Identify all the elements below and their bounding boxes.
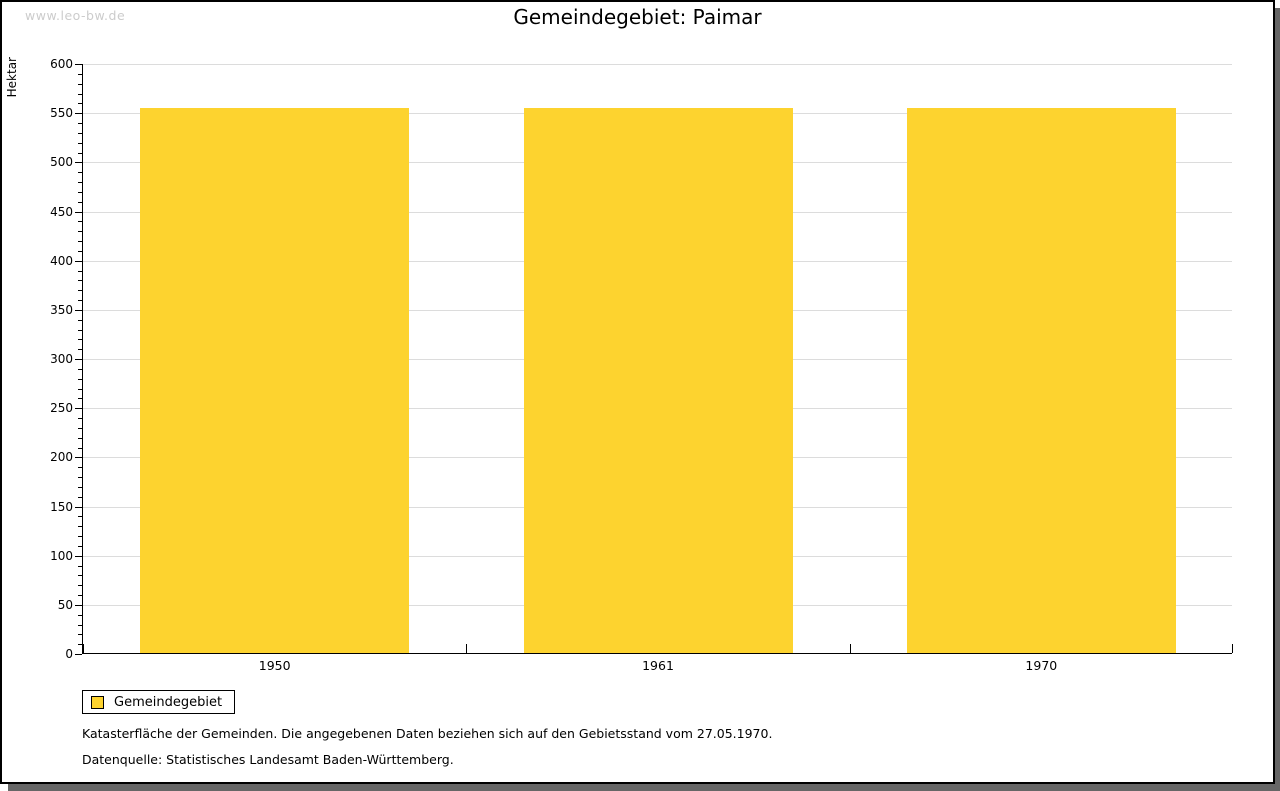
y-axis-major-tick <box>75 260 82 262</box>
y-axis-minor-tick <box>78 447 82 449</box>
y-axis-minor-tick <box>78 526 82 528</box>
y-axis-minor-tick <box>78 132 82 134</box>
y-axis-minor-tick <box>78 182 82 183</box>
x-axis-tick <box>849 644 851 653</box>
y-axis-minor-tick <box>78 201 82 203</box>
y-axis-minor-tick <box>78 172 82 174</box>
y-axis-minor-tick <box>78 221 82 223</box>
x-axis-category-label: 1961 <box>642 658 674 673</box>
y-axis-minor-tick <box>78 486 82 488</box>
y-axis-minor-tick <box>78 624 82 626</box>
y-axis-minor-tick <box>78 595 82 596</box>
y-axis-minor-tick <box>78 614 82 616</box>
y-axis-minor-tick <box>78 290 82 292</box>
y-axis-tick-label: 350 <box>50 302 73 317</box>
y-axis-minor-tick <box>78 467 82 469</box>
y-axis-major-tick <box>75 359 82 360</box>
y-axis-minor-tick <box>78 398 82 400</box>
y-axis-tick-label: 50 <box>57 597 73 612</box>
y-axis-minor-tick <box>78 319 82 321</box>
y-axis-tick-label: 450 <box>50 204 73 219</box>
y-axis-title: Hektar <box>5 57 19 98</box>
y-axis-minor-tick <box>78 378 82 380</box>
legend[interactable]: Gemeindegebiet <box>82 690 236 714</box>
bar[interactable] <box>140 108 410 653</box>
y-axis-minor-tick <box>78 644 82 646</box>
y-axis-minor-tick <box>78 349 82 351</box>
gridline <box>83 64 1232 65</box>
y-axis-minor-tick <box>78 368 82 370</box>
window-shadow-bottom <box>8 784 1280 791</box>
y-axis-tick-label: 250 <box>50 401 73 416</box>
y-axis-minor-tick <box>78 339 82 341</box>
y-axis-minor-tick <box>78 575 82 577</box>
window-shadow-right <box>1275 8 1280 791</box>
y-axis-minor-tick <box>78 73 82 75</box>
bar[interactable] <box>906 108 1176 653</box>
y-axis-minor-tick <box>78 191 82 193</box>
y-axis-tick-label: 400 <box>50 253 73 268</box>
y-axis-major-tick <box>75 408 82 410</box>
y-axis-major-tick <box>75 162 82 164</box>
y-axis-minor-tick <box>78 103 82 105</box>
y-axis-minor-tick <box>78 388 82 390</box>
y-axis-major-tick <box>75 654 82 655</box>
y-axis-tick-label: 150 <box>50 499 73 514</box>
chart-title: Gemeindegebiet: Paimar <box>513 5 762 29</box>
y-axis-minor-tick <box>78 545 82 547</box>
y-axis-tick-label: 550 <box>50 106 73 121</box>
x-axis-tick <box>83 644 84 653</box>
y-axis-major-tick <box>75 113 82 115</box>
y-axis-major-tick <box>75 555 82 557</box>
y-axis-minor-tick <box>78 496 82 498</box>
y-axis-minor-tick <box>78 280 82 282</box>
y-axis-tick-label: 500 <box>50 155 73 170</box>
y-axis-major-tick <box>75 64 82 65</box>
y-axis-minor-tick <box>78 142 82 144</box>
x-axis-category-label: 1950 <box>258 658 291 673</box>
y-axis-minor-tick <box>78 270 82 272</box>
bar[interactable] <box>523 108 793 653</box>
y-axis-minor-tick <box>78 250 82 252</box>
y-axis-minor-tick <box>78 300 82 301</box>
plot-area: 0 50 100 150 200 250 300 350 400 450 500 550 600 1950… <box>50 57 1233 673</box>
y-axis-minor-tick <box>78 418 82 419</box>
y-axis-minor-tick <box>78 437 82 439</box>
legend-swatch-icon <box>91 695 104 709</box>
y-axis-tick-label: 300 <box>50 352 73 366</box>
y-axis-minor-tick <box>78 634 82 636</box>
y-axis-minor-tick <box>78 565 82 567</box>
y-axis-major-tick <box>75 211 82 213</box>
y-axis-minor-tick <box>78 231 82 233</box>
y-axis-minor-tick <box>78 152 82 154</box>
y-axis-minor-tick <box>78 329 82 331</box>
y-axis-minor-tick <box>78 585 82 587</box>
x-axis-tick <box>466 644 468 653</box>
watermark: www.leo-bw.de <box>25 8 126 23</box>
y-axis-major-tick <box>75 604 82 606</box>
footnote-source: Datenquelle: Statistisches Landesamt Bad… <box>82 752 454 767</box>
y-axis-tick-label: 200 <box>50 450 73 465</box>
y-axis-major-tick <box>75 309 82 311</box>
y-axis-minor-tick <box>78 123 82 124</box>
y-axis-minor-tick <box>78 427 82 429</box>
y-axis-tick-label: 600 <box>50 57 73 71</box>
y-axis-major-tick <box>75 457 82 459</box>
x-axis-tick <box>1232 644 1233 653</box>
y-axis-tick-label: 0 <box>65 647 73 661</box>
y-axis-minor-tick <box>78 536 82 537</box>
y-axis-minor-tick <box>78 516 82 518</box>
y-axis-minor-tick <box>78 93 82 95</box>
legend-label: Gemeindegebiet <box>114 694 223 710</box>
y-axis-minor-tick <box>78 83 82 85</box>
footnote-description: Katasterfläche der Gemeinden. Die angege… <box>82 726 773 741</box>
y-axis-tick-label: 100 <box>50 548 73 563</box>
y-axis-minor-tick <box>78 477 82 478</box>
x-axis-category-label: 1970 <box>1025 658 1058 673</box>
y-axis-minor-tick <box>78 241 82 242</box>
y-axis-major-tick <box>75 506 82 508</box>
